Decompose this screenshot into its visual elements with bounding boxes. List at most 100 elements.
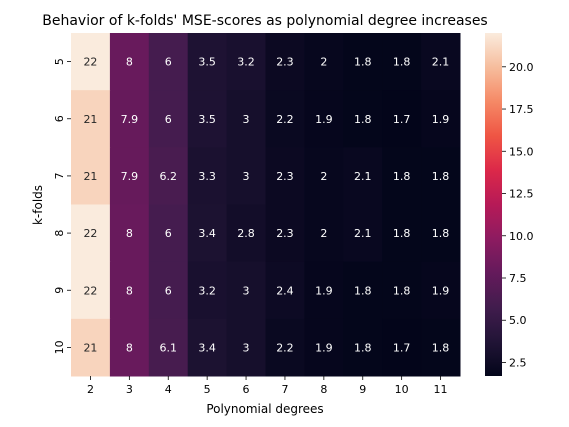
heatmap-cell bbox=[343, 261, 383, 320]
cell-value-label: 1.8 bbox=[432, 227, 450, 240]
cell-value-label: 22 bbox=[83, 227, 97, 240]
cell-value-label: 3.5 bbox=[198, 56, 216, 69]
cell-value-label: 6 bbox=[165, 227, 172, 240]
colorbar: 2.5 5.0 7.5 10.0 12.5 15.0 17.5 20.0 bbox=[485, 33, 534, 376]
x-axis-label: Polynomial degrees bbox=[206, 402, 323, 416]
cell-value-label: 1.8 bbox=[354, 284, 372, 297]
y-tick-label: 6 bbox=[53, 115, 66, 122]
heatmap-cell bbox=[226, 261, 266, 320]
cell-value-label: 3 bbox=[243, 341, 250, 354]
heatmap-cell bbox=[382, 147, 422, 205]
heatmap-cell bbox=[109, 261, 150, 320]
cell-value-label: 6 bbox=[165, 284, 172, 297]
heatmap-cell bbox=[265, 261, 305, 320]
heatmap-cell bbox=[226, 33, 266, 91]
cell-value-label: 1.9 bbox=[315, 341, 333, 354]
cell-value-label: 8 bbox=[126, 341, 133, 354]
cell-value-label: 2 bbox=[320, 227, 327, 240]
cell-value-label: 1.8 bbox=[354, 341, 372, 354]
cell-value-label: 3.2 bbox=[237, 56, 255, 69]
heatmap-cell bbox=[382, 90, 422, 148]
heatmap-cell bbox=[421, 147, 461, 205]
cell-value-label: 1.8 bbox=[393, 56, 411, 69]
cell-value-label: 1.8 bbox=[354, 56, 372, 69]
heatmap-cell bbox=[343, 204, 383, 263]
colorbar-tick-label: 10.0 bbox=[509, 230, 534, 243]
heatmap-cell bbox=[304, 33, 344, 91]
cell-value-label: 2.1 bbox=[354, 227, 372, 240]
x-axis: 2 3 4 5 6 7 8 9 10 11 bbox=[87, 376, 448, 396]
heatmap-cell bbox=[304, 204, 344, 263]
y-tick-label: 10 bbox=[53, 340, 66, 354]
x-tick-label: 2 bbox=[87, 383, 94, 396]
x-tick-label: 7 bbox=[281, 383, 288, 396]
heatmap-cell bbox=[304, 261, 344, 320]
heatmap-cell bbox=[421, 90, 461, 148]
cell-value-label: 6 bbox=[165, 113, 172, 126]
cell-value-label: 3.3 bbox=[198, 170, 216, 183]
heatmap-cell bbox=[226, 147, 266, 205]
heatmap-cell bbox=[304, 318, 344, 377]
cell-value-label: 8 bbox=[126, 56, 133, 69]
heatmap-cell bbox=[187, 318, 228, 377]
heatmap-cell bbox=[148, 261, 189, 320]
heatmap-cell bbox=[148, 204, 189, 263]
heatmap-cell bbox=[71, 261, 111, 320]
cell-value-label: 22 bbox=[83, 284, 97, 297]
cell-value-label: 3.5 bbox=[198, 113, 216, 126]
y-tick-label: 9 bbox=[53, 287, 66, 294]
x-tick-label: 10 bbox=[395, 383, 409, 396]
cell-value-label: 1.8 bbox=[432, 341, 450, 354]
heatmap-cell bbox=[71, 33, 111, 91]
colorbar-tick-label: 7.5 bbox=[509, 272, 527, 285]
cell-value-label: 1.9 bbox=[432, 284, 450, 297]
heatmap-cell bbox=[382, 318, 422, 377]
colorbar-tick-label: 2.5 bbox=[509, 356, 527, 369]
cell-value-label: 2 bbox=[320, 170, 327, 183]
heatmap-cell bbox=[226, 204, 266, 263]
x-tick-label: 3 bbox=[126, 383, 133, 396]
y-tick-label: 8 bbox=[53, 230, 66, 237]
cell-value-label: 21 bbox=[83, 170, 97, 183]
cell-value-label: 3 bbox=[243, 284, 250, 297]
cell-value-label: 2.1 bbox=[432, 56, 450, 69]
colorbar-tick-label: 17.5 bbox=[509, 103, 534, 116]
heatmap-cell bbox=[265, 90, 305, 148]
heatmap-cell bbox=[343, 33, 383, 91]
heatmap-cell bbox=[71, 204, 111, 263]
cell-value-label: 3 bbox=[243, 170, 250, 183]
cell-value-label: 7.9 bbox=[121, 170, 139, 183]
heatmap-cell bbox=[71, 318, 111, 377]
heatmap-cell bbox=[226, 90, 266, 148]
heatmap-cell bbox=[109, 147, 150, 205]
heatmap-cell bbox=[187, 90, 228, 148]
heatmap-cell bbox=[343, 147, 383, 205]
cell-value-label: 2.2 bbox=[276, 113, 294, 126]
y-tick-label: 5 bbox=[53, 58, 66, 65]
cell-value-label: 6.2 bbox=[160, 170, 178, 183]
cell-value-label: 1.9 bbox=[315, 113, 333, 126]
heatmap-cell bbox=[148, 90, 189, 148]
cell-value-label: 2.4 bbox=[276, 284, 294, 297]
x-tick-label: 8 bbox=[320, 383, 327, 396]
x-tick-label: 6 bbox=[243, 383, 250, 396]
heatmap-cell bbox=[187, 147, 228, 205]
heatmap-cell bbox=[304, 90, 344, 148]
cell-value-label: 22 bbox=[83, 56, 97, 69]
cell-value-label: 1.8 bbox=[354, 113, 372, 126]
heatmap-cell bbox=[187, 33, 228, 91]
heatmap-cell bbox=[187, 261, 228, 320]
heatmap-cell bbox=[265, 147, 305, 205]
heatmap-cell bbox=[421, 204, 461, 263]
cell-value-label: 6 bbox=[165, 56, 172, 69]
heatmap-cell bbox=[226, 318, 266, 377]
cell-value-label: 1.8 bbox=[393, 170, 411, 183]
heatmap-cell bbox=[148, 318, 189, 377]
cell-value-label: 3.4 bbox=[198, 227, 216, 240]
y-axis: 5 6 7 8 9 10 bbox=[53, 58, 71, 354]
cell-value-label: 1.7 bbox=[393, 113, 411, 126]
cell-value-label: 2.3 bbox=[276, 227, 294, 240]
heatmap-cell bbox=[421, 318, 461, 377]
heatmap-cell bbox=[71, 90, 111, 148]
